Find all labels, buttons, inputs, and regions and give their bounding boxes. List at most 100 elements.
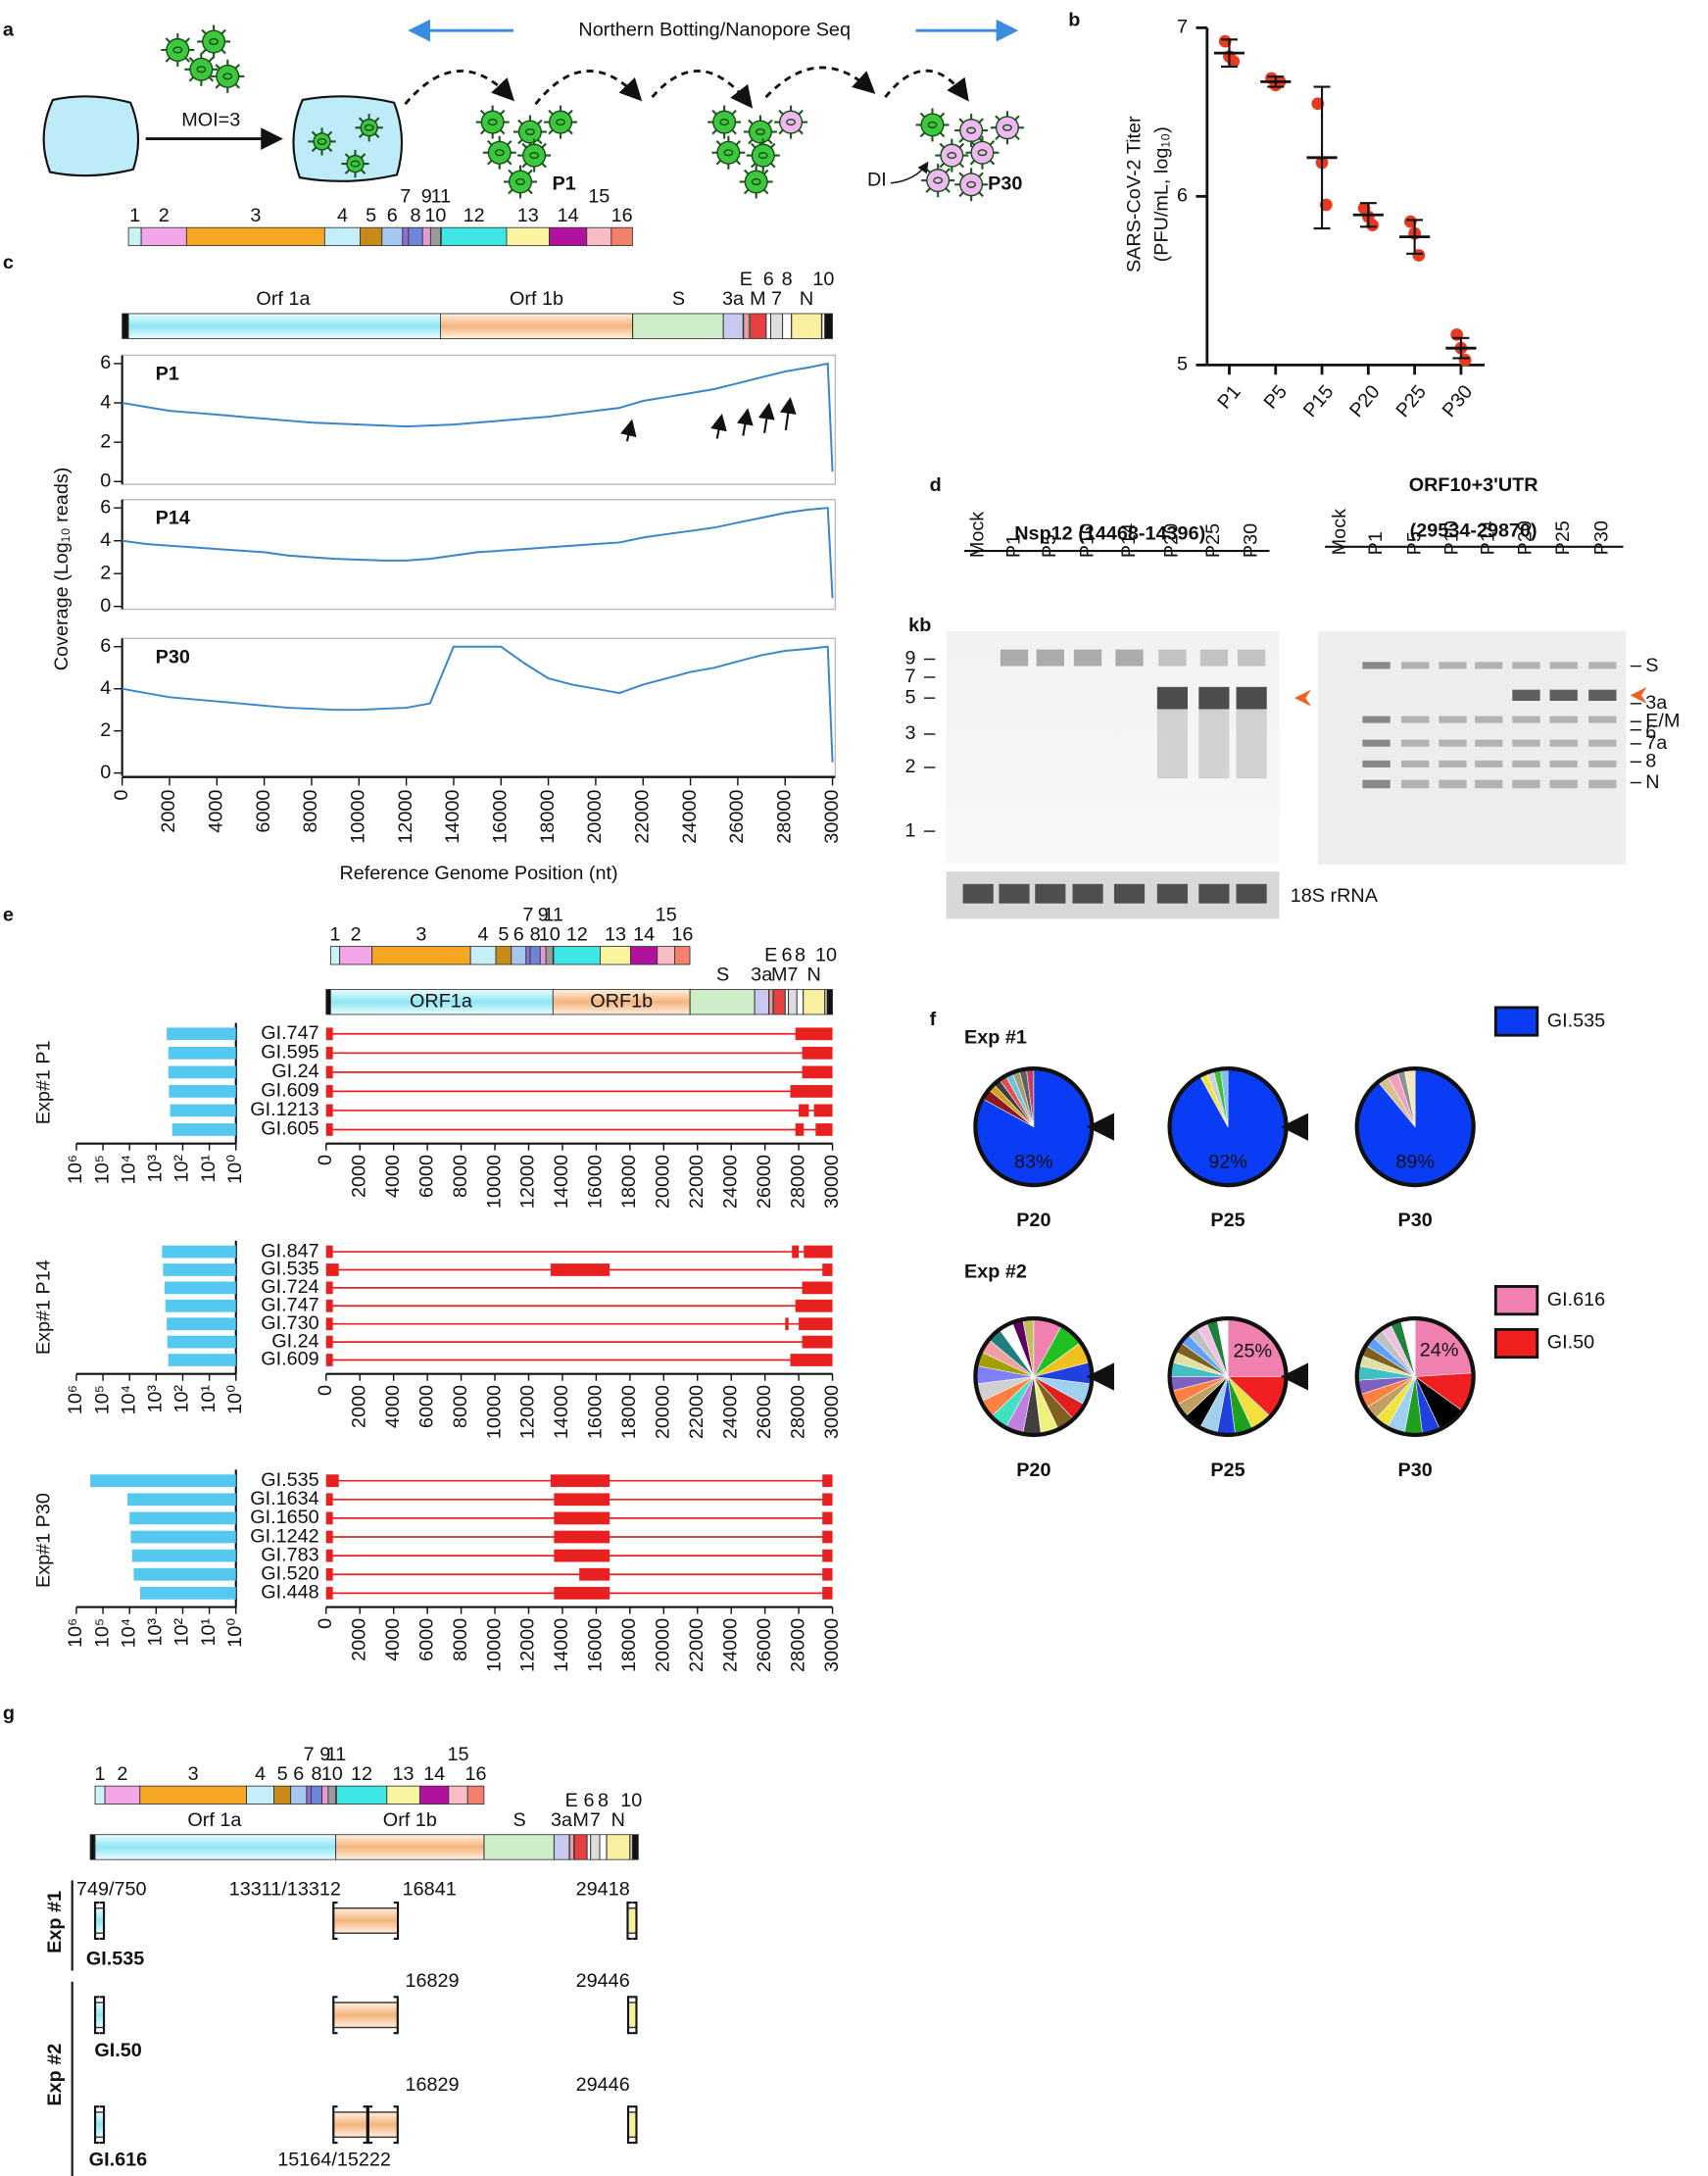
bracket <box>393 1996 399 2035</box>
x-tick-label: 10¹ <box>198 1617 220 1646</box>
segment <box>822 1549 833 1562</box>
blot-band <box>1512 779 1540 789</box>
passage-arrow <box>404 70 514 106</box>
spike <box>958 137 964 143</box>
x-tick-label: 10⁴ <box>118 1155 139 1185</box>
blot-band <box>1439 662 1467 669</box>
annotation-arrow <box>757 402 775 433</box>
x-tick-label: 20000 <box>653 1155 674 1209</box>
x-tick-label: 0 <box>111 790 132 801</box>
blot-band <box>1115 649 1144 667</box>
segment <box>792 1245 800 1259</box>
segment <box>550 1474 610 1488</box>
data-label: 25% <box>1233 1340 1272 1361</box>
spike <box>508 169 513 175</box>
blot-band <box>1549 662 1578 669</box>
orf-box <box>750 313 767 339</box>
blot-band <box>999 883 1030 904</box>
virion <box>716 140 741 165</box>
legend-label: GI.535 <box>1547 1010 1605 1031</box>
bracket <box>366 2105 373 2145</box>
orf-box <box>335 1834 485 1860</box>
blot-band <box>1439 716 1467 723</box>
nsp-box <box>429 226 441 247</box>
cell <box>292 95 404 182</box>
segment <box>799 1317 833 1331</box>
spike <box>188 76 195 82</box>
x-tick-label: 10³ <box>145 1617 167 1646</box>
orf-box <box>784 989 789 1015</box>
blot-band <box>1236 686 1267 710</box>
x-tick-label: 10² <box>171 1155 193 1183</box>
nsp-label: 12 <box>351 1763 372 1785</box>
virion-core <box>209 37 220 46</box>
spike <box>743 188 750 195</box>
junction-label: 29418 <box>576 1879 630 1901</box>
orf-box <box>826 989 833 1015</box>
nsp-box <box>549 226 588 247</box>
spike <box>201 28 207 35</box>
orf-label: Orf 1a <box>187 1809 242 1831</box>
gi-label: GI.24 <box>271 1330 318 1352</box>
orf-box <box>483 1834 555 1860</box>
spike <box>165 57 171 63</box>
spike <box>499 128 506 135</box>
spike <box>778 128 784 135</box>
x-tick-label: 10⁰ <box>224 1618 246 1648</box>
x-tick-label: 10¹ <box>198 1385 220 1413</box>
exp-label: Exp #2 <box>44 2044 66 2106</box>
nsp-label: 9 <box>319 1744 330 1765</box>
virion-core <box>350 160 361 168</box>
nsp-box <box>506 226 550 247</box>
segment <box>822 1530 833 1544</box>
virion-core <box>755 127 765 136</box>
segment <box>325 1335 333 1349</box>
data-label: 83% <box>1014 1152 1053 1173</box>
spike <box>208 76 215 82</box>
spike <box>995 115 1000 121</box>
bracket <box>363 2105 368 2145</box>
nsp-box <box>311 1785 322 1805</box>
virion-core <box>556 119 566 126</box>
x-tick-label: 10000 <box>483 1155 505 1209</box>
nsp-box <box>674 946 691 965</box>
bracket <box>632 1902 638 1940</box>
x-tick-label: 4000 <box>382 1618 404 1661</box>
nsp-box <box>339 946 373 965</box>
y-tick-label: 0 <box>100 762 111 783</box>
nsp-box <box>511 946 527 965</box>
marker-label: 3 <box>904 722 915 744</box>
blot-band <box>1199 649 1229 667</box>
lane-label: Mock <box>966 512 988 558</box>
x-tick-label: 20000 <box>653 1385 674 1439</box>
pie-outline <box>1354 1315 1476 1438</box>
spike <box>326 146 333 153</box>
y-axis-label: (PFU/mL, log₁₀) <box>1151 126 1173 262</box>
marker-label: 9 <box>904 648 915 669</box>
orf-box <box>722 313 744 339</box>
nsp-box <box>139 1785 247 1805</box>
spike <box>919 131 926 138</box>
spike <box>770 142 776 149</box>
x-tick-label: 22000 <box>686 1618 708 1672</box>
gi-label: GI.847 <box>261 1240 318 1261</box>
panel-letter: d <box>930 474 942 496</box>
indicator-arrow <box>1294 689 1312 707</box>
segment <box>802 1281 833 1295</box>
segment <box>822 1586 833 1600</box>
segment <box>325 1317 333 1331</box>
loading-label: 18S rRNA <box>1291 885 1379 907</box>
pie-outline <box>1354 1066 1476 1188</box>
band-label: 6 <box>1645 721 1656 743</box>
nsp-label: 4 <box>255 1763 266 1785</box>
bracket <box>99 1902 106 1940</box>
y-tick-label: 6 <box>100 352 111 373</box>
nsp-label: 3 <box>188 1763 199 1785</box>
segment <box>325 1245 333 1259</box>
spike <box>486 159 493 166</box>
orf-box <box>796 989 804 1015</box>
group-title: Exp #1 <box>964 1026 1027 1048</box>
gi-label: GI.609 <box>261 1349 318 1370</box>
track-frame <box>121 354 837 485</box>
bar <box>169 1085 236 1098</box>
